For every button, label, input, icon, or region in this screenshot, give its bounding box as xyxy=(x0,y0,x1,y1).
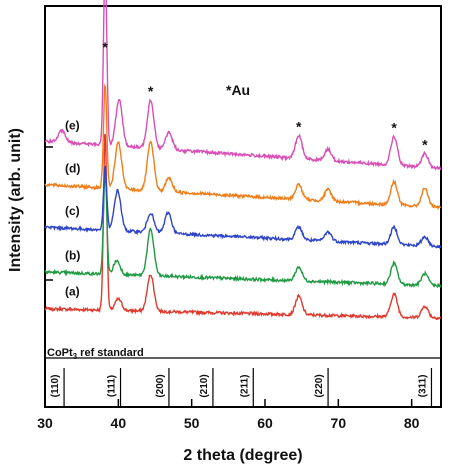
x-tick-label: 60 xyxy=(257,415,273,431)
gold-peak-marker: * xyxy=(296,119,302,135)
plot-frame xyxy=(44,5,442,408)
gold-peak-marker: * xyxy=(148,83,154,99)
reference-label: (110) xyxy=(50,375,61,398)
series-label: (c) xyxy=(65,204,80,218)
x-tick-label: 80 xyxy=(404,415,420,431)
x-tick-label: 70 xyxy=(331,415,347,431)
gold-peak-marker: * xyxy=(422,137,428,153)
reference-label: (111) xyxy=(107,375,118,397)
x-tick-label: 40 xyxy=(111,415,127,431)
y-axis-label: Intensity (arb. unit) xyxy=(7,128,24,272)
reference-label: (311) xyxy=(417,375,428,398)
legend-au: *Au xyxy=(226,82,250,98)
series-layer xyxy=(44,0,442,321)
reference-label: CoPt3 ref standard xyxy=(47,347,144,361)
series-line xyxy=(44,0,442,171)
series-label: (b) xyxy=(65,248,80,262)
reference-label: (220) xyxy=(314,374,325,397)
series-label: (d) xyxy=(65,162,80,176)
series-line xyxy=(44,164,442,250)
series-label: (a) xyxy=(65,285,80,299)
reference-label: (210) xyxy=(199,374,210,397)
reference-layer: (110) (111) (200) (210) (211) (220) (311) xyxy=(50,368,433,406)
series-line xyxy=(44,133,442,321)
series-label: (e) xyxy=(65,118,80,132)
x-tick-label: 30 xyxy=(37,415,53,431)
series-line xyxy=(44,169,442,289)
x-axis-label: 2 theta (degree) xyxy=(183,447,302,464)
x-tick-layer: 30 40 50 60 70 80 xyxy=(37,399,420,431)
reference-label: (200) xyxy=(155,374,166,397)
series-line xyxy=(44,83,442,211)
series-label-layer: (a) (b) (c) (d) (e) xyxy=(65,118,80,298)
reference-label: (211) xyxy=(239,375,250,398)
gold-peak-marker: * xyxy=(102,39,108,55)
x-tick-label: 50 xyxy=(184,415,200,431)
gold-marker-layer: * * * * * xyxy=(102,39,428,153)
gold-peak-marker: * xyxy=(391,119,397,135)
